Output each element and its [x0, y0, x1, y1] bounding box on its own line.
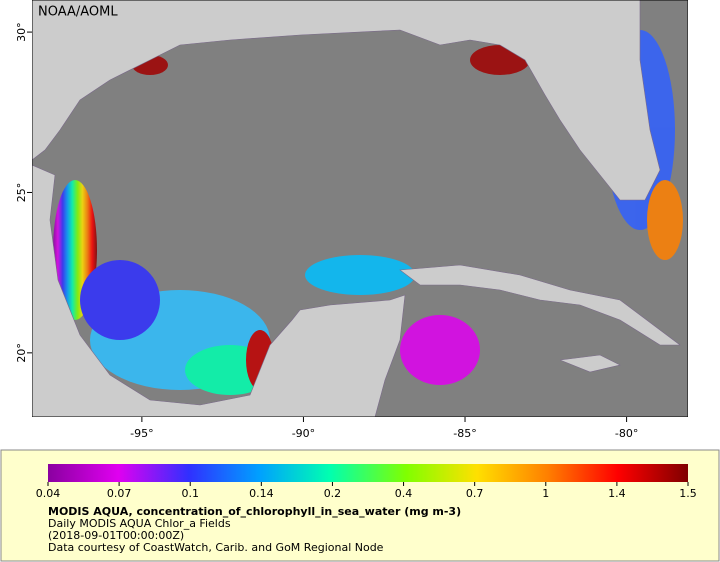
colorbar [48, 464, 688, 482]
caption-title: MODIS AQUA, concentration_of_chlorophyll… [48, 505, 461, 518]
x-tick-label: -90° [292, 427, 315, 440]
colorbar-tick-label: 0.7 [466, 487, 484, 500]
colorbar-tick-label: 0.04 [36, 487, 61, 500]
y-tick-label: 20° [15, 343, 28, 363]
x-tick-label: -80° [615, 427, 638, 440]
y-tick-label: 25° [15, 183, 28, 203]
land [32, 0, 681, 417]
axes: -95° -90° -85° -80° 30° 25° 20° [15, 22, 638, 440]
colorbar-tick-label: 0.4 [395, 487, 413, 500]
colorbar-tick-label: 1.5 [679, 487, 697, 500]
colorbar-tick-label: 0.2 [324, 487, 342, 500]
colorbar-tick-label: 1.4 [608, 487, 626, 500]
colorbar-tick-label: 1 [542, 487, 549, 500]
caption-line: Data courtesy of CoastWatch, Carib. and … [48, 541, 384, 554]
x-tick-label: -95° [130, 427, 153, 440]
x-tick-label: -85° [453, 427, 476, 440]
colorbar-ticks: 0.04 0.07 0.1 0.14 0.2 0.4 0.7 1 1.4 1.5 [36, 482, 697, 500]
colorbar-tick-label: 0.1 [181, 487, 199, 500]
colorbar-tick-label: 0.07 [107, 487, 132, 500]
caption-line: Daily MODIS AQUA Chlor_a Fields [48, 517, 231, 530]
credit: NOAA/AOML [38, 5, 118, 20]
caption-line: (2018-09-01T00:00:00Z) [48, 529, 184, 542]
map [32, 0, 688, 417]
colorbar-tick-label: 0.14 [249, 487, 274, 500]
y-tick-label: 30° [15, 22, 28, 42]
